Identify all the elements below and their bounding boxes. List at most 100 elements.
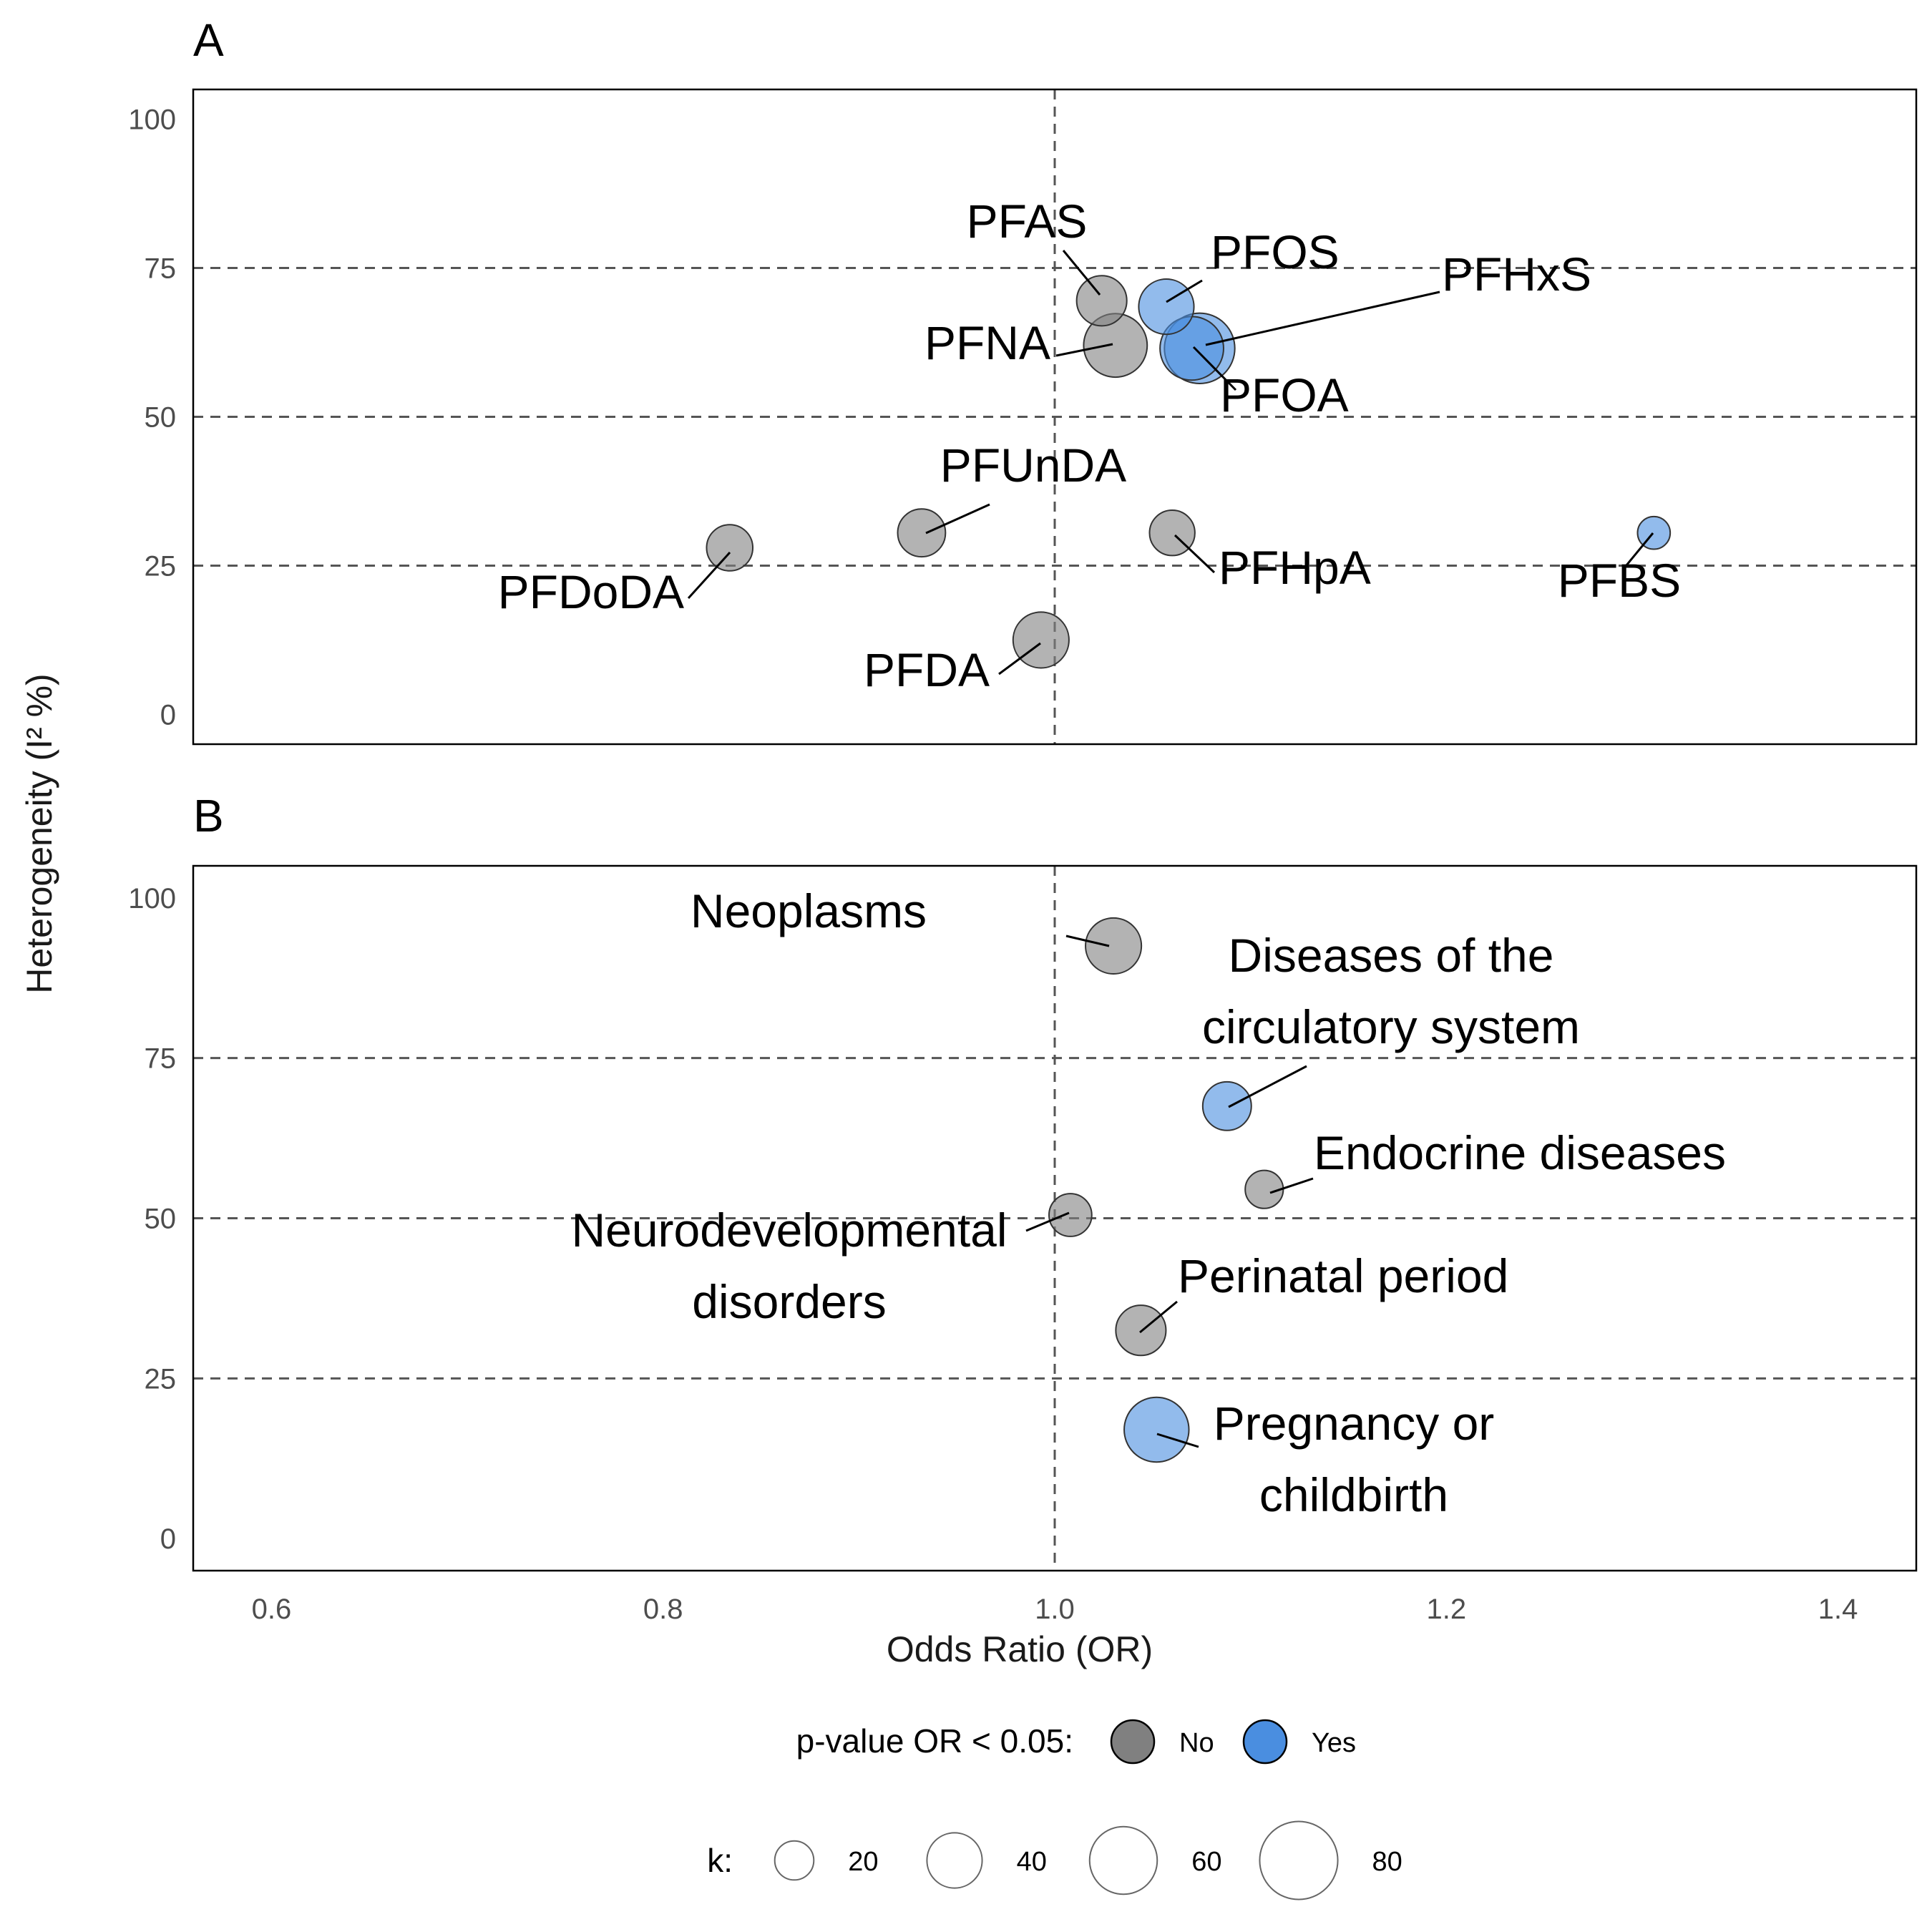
panel-b-points: [1048, 917, 1284, 1463]
leader-pfunda: [925, 503, 990, 535]
legend-size-title: k:: [707, 1842, 733, 1879]
legend-size-circle-80: [1259, 1820, 1339, 1901]
x-tick-1-2: 1.2: [1426, 1594, 1466, 1625]
x-axis-title: Odds Ratio (OR): [887, 1629, 1153, 1669]
legend-swatch-no: [1110, 1719, 1156, 1765]
leader-pfda: [998, 642, 1041, 675]
leader-diseases-of-the-circulatory-system: [1228, 1065, 1307, 1108]
label-pregnancy-or-childbirth-line-2: childbirth: [1259, 1468, 1448, 1521]
label-pfunda: PFUnDA: [940, 439, 1126, 492]
label-perinatal-period-line-1: Perinatal period: [1178, 1249, 1508, 1302]
legend-size-circle-40: [926, 1832, 983, 1889]
legend-significance-items: No Yes: [1110, 1719, 1356, 1765]
legend-size-circle-20: [774, 1840, 815, 1881]
panel-b-y-tick-75: 75: [145, 1043, 177, 1075]
label-pfoa: PFOA: [1220, 369, 1349, 421]
leader-pfhxs: [1205, 291, 1440, 346]
panel-b-label-leaders: [1025, 935, 1314, 1448]
leader-perinatal-period: [1139, 1300, 1178, 1334]
x-tick-1: 1.0: [1035, 1594, 1075, 1625]
panel-a-y-ticks: 0 25 50 75 100: [128, 104, 176, 731]
label-pfoa-line-1: PFOA: [1220, 369, 1349, 421]
label-pfna-line-1: PFNA: [924, 316, 1050, 369]
label-pfas: PFAS: [967, 195, 1088, 248]
panel-b-y-tick-25: 25: [145, 1363, 177, 1395]
label-pfas-line-1: PFAS: [967, 195, 1088, 248]
point-neurodevelopmental-disorders: [1048, 1193, 1093, 1237]
panel-b-tag: B: [193, 790, 224, 841]
leader-pfoa: [1192, 346, 1237, 391]
label-pregnancy-or-childbirth: Pregnancy or childbirth: [1214, 1397, 1495, 1521]
legend-size-label-80: 80: [1372, 1847, 1402, 1877]
label-pfbs: PFBS: [1558, 554, 1681, 607]
label-pfhxs-line-1: PFHxS: [1442, 248, 1591, 301]
label-pfhpa-line-1: PFHpA: [1219, 541, 1371, 594]
leader-neoplasms: [1065, 935, 1110, 947]
legend-label-no: No: [1179, 1728, 1214, 1758]
x-tick-0-8: 0.8: [643, 1594, 683, 1625]
legend-size-label-20: 20: [848, 1847, 878, 1877]
panel-a-frame: [192, 88, 1918, 746]
panel-a-y-tick-25: 25: [145, 550, 177, 582]
legend-swatch-yes: [1242, 1719, 1288, 1765]
panel-b-point-labels: Neoplasms Diseases of the circulatory syst…: [571, 884, 1726, 1521]
point-pregnancy-or-childbirth: [1123, 1396, 1190, 1463]
x-tick-0-6: 0.6: [252, 1594, 292, 1625]
panel-a-y-tick-0: 0: [160, 699, 176, 731]
label-pfhpa: PFHpA: [1219, 541, 1371, 594]
leader-endocrine-diseases: [1269, 1177, 1314, 1194]
leader-pregnancy-or-childbirth: [1156, 1433, 1199, 1448]
label-pfda-line-1: PFDA: [864, 643, 990, 696]
x-tick-1-4: 1.4: [1818, 1594, 1858, 1625]
panel-a-label-leaders: [687, 250, 1654, 675]
leader-pfhpa: [1174, 534, 1216, 574]
panel-b-y-tick-0: 0: [160, 1523, 176, 1555]
point-pfdoda: [706, 524, 754, 572]
point-pfos: [1138, 278, 1195, 336]
panel-b-y-ticks: 0 25 50 75 100: [128, 883, 176, 1555]
leader-pfos: [1166, 279, 1203, 303]
label-endocrine-diseases: Endocrine diseases: [1314, 1126, 1726, 1179]
legend-label-yes: Yes: [1312, 1728, 1356, 1758]
label-neoplasms: Neoplasms: [691, 884, 927, 937]
point-pfunda: [897, 508, 947, 558]
y-axis-title: Heterogeneity (I² %): [19, 673, 59, 993]
panel-a-y-tick-100: 100: [128, 104, 176, 136]
leader-pfna: [1055, 343, 1113, 357]
label-pfhxs: PFHxS: [1442, 248, 1591, 301]
label-endocrine-diseases-line-1: Endocrine diseases: [1314, 1126, 1726, 1179]
legend-size: k: 20 40 60 80: [707, 1820, 1402, 1901]
leader-neurodevelopmental-disorders: [1025, 1211, 1070, 1232]
point-neoplasms: [1085, 917, 1143, 975]
label-pfos: PFOS: [1211, 225, 1340, 278]
label-neurodevelopmental-disorders-line-2: disorders: [692, 1275, 886, 1328]
panel-a: A 0 25 50 75 100 PFAS PFOS PFNA PFHxS PFOA PFUnDA…: [128, 14, 1918, 746]
panel-a-point-labels: PFAS PFOS PFNA PFHxS PFOA PFUnDA PFDoDA PFHpA PF…: [498, 195, 1682, 696]
label-neoplasms-line-1: Neoplasms: [691, 884, 927, 937]
label-pregnancy-or-childbirth-line-1: Pregnancy or: [1214, 1397, 1495, 1450]
panel-a-y-tick-50: 50: [145, 402, 177, 434]
legend-size-items: 20 40 60 80: [774, 1820, 1402, 1901]
label-neurodevelopmental-disorders-line-1: Neurodevelopmental: [571, 1204, 1007, 1257]
panel-a-points: [706, 275, 1672, 669]
label-neurodevelopmental-disorders: Neurodevelopmental disorders: [571, 1204, 1007, 1328]
legend-significance-title: p-value OR < 0.05:: [796, 1722, 1073, 1760]
label-pfbs-line-1: PFBS: [1558, 554, 1681, 607]
legend-significance: p-value OR < 0.05: No Yes: [796, 1719, 1356, 1765]
legend-size-label-40: 40: [1017, 1847, 1047, 1877]
label-pfna: PFNA: [924, 316, 1050, 369]
x-axis-ticks: 0.6 0.8 1.0 1.2 1.4: [252, 1594, 1858, 1625]
point-pfas: [1075, 275, 1128, 327]
label-diseases-of-the-circulatory-system-line-1: Diseases of the: [1229, 929, 1554, 982]
label-pfos-line-1: PFOS: [1211, 225, 1340, 278]
leader-pfdoda: [687, 551, 731, 600]
panel-b-y-tick-100: 100: [128, 883, 176, 914]
label-diseases-of-the-circulatory-system-line-2: circulatory system: [1202, 1000, 1580, 1053]
label-diseases-of-the-circulatory-system: Diseases of the circulatory system: [1202, 929, 1580, 1053]
panel-a-tag: A: [193, 14, 224, 66]
legend-size-circle-60: [1088, 1825, 1158, 1896]
panel-a-y-tick-75: 75: [145, 253, 177, 285]
leader-pfas: [1062, 250, 1101, 296]
label-pfda: PFDA: [864, 643, 990, 696]
